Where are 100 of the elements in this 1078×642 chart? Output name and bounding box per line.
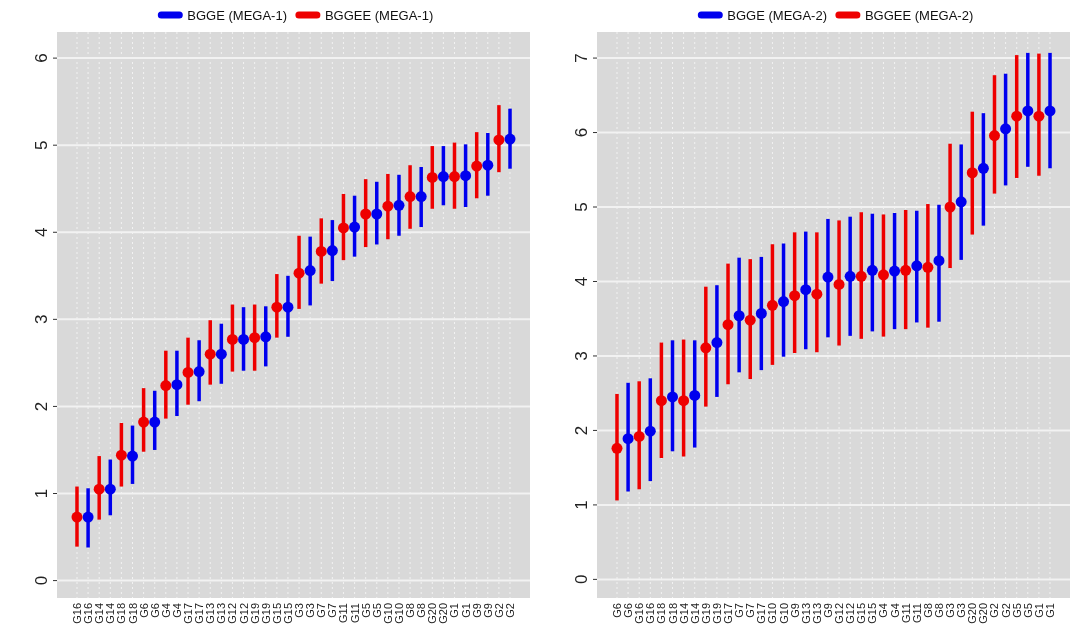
point (744, 314, 756, 326)
point (238, 333, 250, 345)
x-tick-label: G11 (899, 603, 912, 623)
point (249, 332, 261, 344)
point (678, 395, 690, 407)
y-tick-label: 1 (32, 488, 51, 499)
x-tick-label: G15 (855, 603, 868, 624)
point (778, 296, 790, 308)
x-tick-label: G9 (481, 603, 494, 618)
point (415, 191, 427, 203)
point (260, 331, 272, 343)
point (204, 348, 216, 360)
x-tick-label: G1 (1044, 603, 1057, 618)
x-tick-label: G4 (170, 603, 183, 618)
x-tick-label: G13 (799, 603, 812, 624)
x-tick-label: G9 (788, 603, 801, 618)
y-tick-label: 6 (32, 53, 51, 63)
point (271, 301, 283, 313)
point (833, 278, 845, 290)
x-tick-label: G11 (910, 603, 923, 623)
x-tick-label: G10 (766, 603, 779, 624)
x-tick-label: G3 (293, 603, 306, 618)
x-tick-label: G18 (666, 603, 679, 624)
x-tick-label: G14 (677, 603, 690, 624)
y-tick-label: 1 (572, 500, 591, 510)
x-tick-label: G9 (821, 603, 834, 618)
point (611, 442, 623, 454)
point (644, 425, 656, 437)
point (911, 260, 923, 272)
x-tick-label: G12 (833, 603, 846, 624)
y-tick-label: 7 (572, 53, 591, 63)
legend-label: BGGEE (MEGA-1) (324, 8, 434, 23)
x-tick-label: G8 (932, 603, 945, 618)
x-tick-label: G7 (744, 603, 757, 618)
point (1011, 110, 1023, 122)
x-tick-label: G2 (999, 603, 1012, 618)
x-tick-label: G12 (237, 603, 250, 624)
point (855, 270, 867, 282)
point (138, 416, 150, 428)
x-tick-label: G8 (404, 603, 417, 618)
point (989, 130, 1000, 142)
x-tick-label: G18 (115, 603, 128, 624)
point (711, 337, 723, 349)
x-tick-label: G6 (610, 603, 623, 618)
x-tick-label: G6 (148, 603, 161, 618)
y-tick-label: 6 (572, 127, 591, 138)
x-tick-label: G20 (977, 603, 990, 624)
x-tick-label: G5 (370, 603, 383, 618)
x-tick-label: G13 (204, 603, 217, 624)
x-tick-label: G17 (193, 603, 206, 624)
point (360, 208, 372, 220)
x-tick-label: G3 (944, 603, 957, 618)
point (171, 379, 183, 391)
y-tick-label: 5 (32, 140, 51, 150)
x-tick-label: G13 (215, 603, 228, 624)
point (115, 449, 127, 461)
y-tick-label: 2 (32, 401, 51, 412)
x-tick-label: G8 (921, 603, 934, 618)
point (326, 245, 338, 257)
point (1022, 105, 1034, 117)
x-tick-label: G7 (315, 603, 328, 618)
x-tick-label: G9 (470, 603, 483, 618)
point (655, 395, 667, 407)
point (900, 264, 912, 276)
point (226, 333, 238, 345)
y-tick-label: 4 (572, 276, 591, 287)
y-tick-label: 0 (572, 574, 591, 585)
point (71, 511, 83, 523)
x-tick-label: G16 (82, 603, 95, 624)
point (104, 483, 116, 495)
point (722, 319, 734, 331)
x-tick-label: G5 (359, 603, 372, 618)
x-tick-label: G10 (392, 603, 405, 624)
point (822, 271, 834, 283)
point (633, 430, 645, 442)
point (800, 284, 812, 296)
point (1044, 105, 1056, 117)
x-tick-label: G2 (988, 603, 1001, 618)
point (393, 199, 405, 211)
x-tick-label: G14 (93, 603, 106, 624)
point (182, 366, 194, 378)
x-tick-label: G1 (448, 603, 461, 618)
x-tick-label: G7 (733, 603, 746, 618)
point (482, 159, 494, 171)
point (282, 301, 294, 313)
x-tick-label: G17 (722, 603, 735, 624)
x-tick-label: G3 (304, 603, 317, 618)
point (689, 389, 701, 401)
y-tick-label: 2 (572, 425, 591, 436)
x-tick-label: G5 (1010, 603, 1023, 618)
x-tick-label: G6 (137, 603, 150, 618)
x-tick-label: G15 (281, 603, 294, 624)
point (293, 267, 305, 279)
point (844, 270, 856, 282)
point (755, 308, 767, 320)
x-tick-label: G17 (182, 603, 195, 624)
x-tick-label: G11 (337, 603, 350, 623)
x-tick-label: G2 (492, 603, 505, 618)
x-tick-label: G15 (866, 603, 879, 624)
x-tick-label: G17 (755, 603, 768, 624)
